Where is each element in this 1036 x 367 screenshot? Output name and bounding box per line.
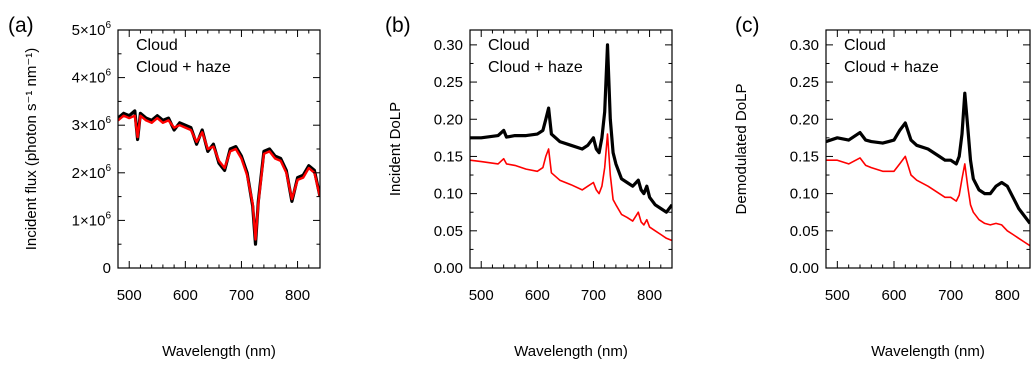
x-tick-label: 500: [825, 287, 850, 304]
y-tick-exponent: 6: [105, 20, 111, 31]
series-line-cloud: [470, 43, 672, 214]
y-tick-label: 3×106: [72, 115, 112, 134]
x-tick-label: 600: [881, 287, 906, 304]
panel-label: (b): [385, 14, 411, 37]
legend-entry: Cloud + haze: [136, 59, 231, 76]
y-axis-title: Demodulated DoLP: [733, 84, 750, 215]
legend-entry: Cloud: [136, 37, 178, 54]
y-tick-label: 0.15: [790, 148, 819, 165]
series-line-cloud-haze: [826, 155, 1030, 247]
x-tick-label: 700: [938, 287, 963, 304]
panel-c: (c) 500 600 700 800 0.00 0.05 0.10 0.15 0.20 0.25 0…: [733, 14, 1031, 360]
y-tick-mantissa: 5×10: [72, 22, 106, 39]
legend-entry: Cloud + haze: [488, 59, 583, 76]
panel-label: (a): [8, 14, 34, 37]
y-tick-mantissa: 3×10: [72, 117, 106, 134]
y-tick-mantissa: 4×10: [72, 70, 106, 87]
x-tick-label: 700: [581, 287, 606, 304]
y-tick-exponent: 6: [105, 163, 111, 174]
y-tick-label: 0.10: [434, 186, 463, 203]
y-tick-label: 4×106: [72, 68, 112, 87]
y-tick-label: 0.20: [790, 111, 819, 128]
legend-entry: Cloud: [844, 37, 886, 54]
y-tick-label: 0.15: [434, 148, 463, 165]
y-tick-mantissa: 2×10: [72, 165, 106, 182]
y-axis-title: Incident DoLP: [387, 102, 404, 196]
panel-b: (b) 500 600 700 800 0.00 0.05 0.10 0.15 0.20 0.25 0…: [385, 14, 673, 360]
x-tick-label: 500: [117, 287, 142, 304]
panel-label: (c): [735, 14, 760, 37]
y-tick-label: 0.30: [790, 37, 819, 54]
y-tick-label: 1×106: [72, 210, 112, 229]
y-tick-label: 0.00: [434, 260, 463, 277]
y-tick-label: 0.00: [790, 260, 819, 277]
y-tick-label: 0.30: [434, 37, 463, 54]
y-tick-label: 0.20: [434, 111, 463, 128]
x-tick-label: 700: [229, 287, 254, 304]
legend-entry: Cloud + haze: [844, 59, 939, 76]
legend-entry: Cloud: [488, 37, 530, 54]
y-tick-label: 0.05: [790, 223, 819, 240]
y-tick-exponent: 6: [105, 68, 111, 79]
x-tick-label: 600: [173, 287, 198, 304]
series-line-cloud-haze: [470, 133, 672, 242]
y-tick-label: 0.25: [434, 74, 463, 91]
y-axis-title: Incident flux (photon s⁻¹ nm⁻¹): [23, 48, 40, 251]
y-tick-label: 2×106: [72, 163, 112, 182]
y-tick-mantissa: 0: [103, 260, 111, 277]
x-tick-label: 800: [637, 287, 662, 304]
y-tick-label: 0.25: [790, 74, 819, 91]
series-line-cloud-haze: [118, 114, 320, 241]
series-line-cloud: [118, 109, 320, 246]
x-axis-title: Wavelength (nm): [162, 343, 276, 360]
series-line-cloud: [826, 91, 1030, 225]
x-tick-label: 800: [995, 287, 1020, 304]
y-tick-exponent: 6: [105, 210, 111, 221]
x-tick-label: 600: [525, 287, 550, 304]
panel-a: (a)500 600 700 80001×1062×1063×1064×1065×10…: [8, 14, 321, 360]
y-tick-label: 0.10: [790, 186, 819, 203]
x-axis-title: Wavelength (nm): [514, 343, 628, 360]
y-tick-mantissa: 1×10: [72, 212, 106, 229]
y-tick-exponent: 6: [105, 115, 111, 126]
y-tick-label: 0.05: [434, 223, 463, 240]
y-tick-label: 5×106: [72, 20, 112, 39]
x-tick-label: 500: [469, 287, 494, 304]
y-tick-label: 0: [103, 260, 111, 277]
x-axis-title: Wavelength (nm): [871, 343, 985, 360]
x-tick-label: 800: [285, 287, 310, 304]
